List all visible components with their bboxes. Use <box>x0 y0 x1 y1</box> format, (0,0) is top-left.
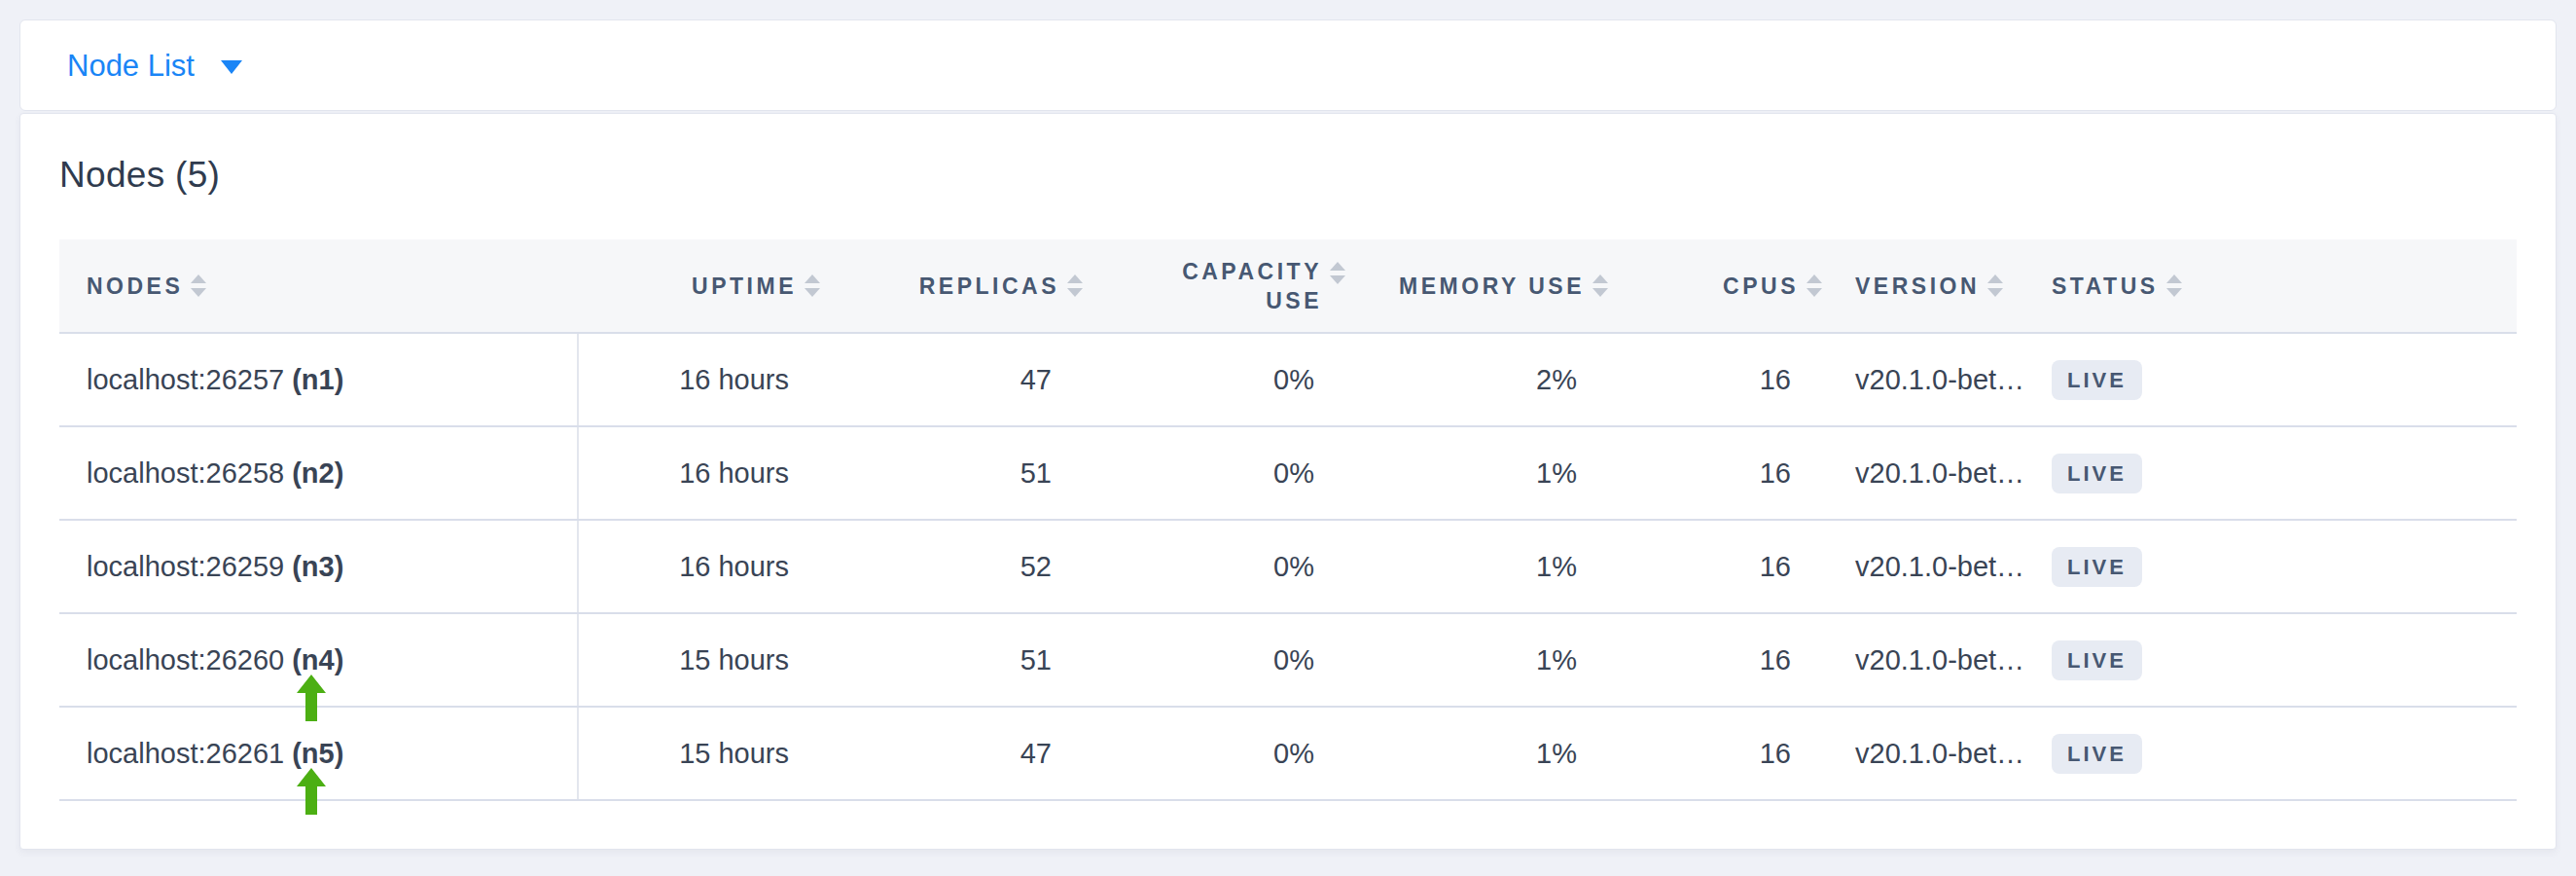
uptime-cell: 16 hours <box>578 333 826 426</box>
sort-icon[interactable] <box>1807 274 1822 297</box>
cpus-cell: 16 <box>1614 333 1828 426</box>
table-row[interactable]: localhost:26257 (n1) 16 hours 47 0% 2% 16… <box>59 333 2517 426</box>
memory-use-cell: 1% <box>1351 613 1614 707</box>
column-header-status[interactable]: STATUS <box>2032 239 2517 333</box>
sort-icon[interactable] <box>805 274 820 297</box>
table-row[interactable]: localhost:26260 (n4) 15 hours 51 0% 1% 16… <box>59 613 2517 707</box>
sort-icon[interactable] <box>1330 262 1345 284</box>
memory-use-cell: 1% <box>1351 707 1614 800</box>
column-header-version[interactable]: VERSION <box>1828 239 2032 333</box>
uptime-cell: 15 hours <box>578 613 826 707</box>
node-address-cell: localhost:26259 (n3) <box>59 520 578 613</box>
version-cell: v20.1.0-bet… <box>1828 426 2032 520</box>
node-address-cell: localhost:26260 (n4) <box>59 613 578 707</box>
column-header-nodes[interactable]: NODES <box>59 239 578 333</box>
green-up-arrow-icon <box>296 768 327 815</box>
table-row[interactable]: localhost:26261 (n5) 15 hours 47 0% 1% 16… <box>59 707 2517 800</box>
nodes-card: Nodes (5) NODES UPTIME REPLICAS CAPACITY… <box>19 113 2557 850</box>
view-dropdown-label: Node List <box>67 51 195 81</box>
capacity-use-cell: 0% <box>1089 707 1351 800</box>
view-dropdown[interactable]: Node List <box>67 51 242 81</box>
view-selector-bar: Node List <box>19 19 2557 111</box>
status-cell: LIVE <box>2032 520 2517 613</box>
uptime-cell: 16 hours <box>578 520 826 613</box>
sort-icon[interactable] <box>1592 274 1608 297</box>
node-name: (n5) <box>292 738 343 769</box>
version-cell: v20.1.0-bet… <box>1828 613 2032 707</box>
status-badge: LIVE <box>2052 640 2142 680</box>
node-name: (n1) <box>292 364 343 395</box>
column-header-replicas[interactable]: REPLICAS <box>826 239 1089 333</box>
status-badge: LIVE <box>2052 360 2142 400</box>
memory-use-cell: 2% <box>1351 333 1614 426</box>
sort-icon[interactable] <box>1067 274 1083 297</box>
status-badge: LIVE <box>2052 734 2142 774</box>
replicas-cell: 47 <box>826 333 1089 426</box>
node-address-cell: localhost:26258(n2) <box>59 426 578 520</box>
table-header-row: NODES UPTIME REPLICAS CAPACITY USE MEMOR… <box>59 239 2517 333</box>
column-header-memory-use[interactable]: MEMORY USE <box>1351 239 1614 333</box>
uptime-cell: 16 hours <box>578 426 826 520</box>
cpus-cell: 16 <box>1614 707 1828 800</box>
node-address-cell: localhost:26257 (n1) <box>59 333 578 426</box>
table-row[interactable]: localhost:26258(n2) 16 hours 51 0% 1% 16… <box>59 426 2517 520</box>
status-cell: LIVE <box>2032 613 2517 707</box>
uptime-cell: 15 hours <box>578 707 826 800</box>
capacity-use-cell: 0% <box>1089 333 1351 426</box>
node-address-cell: localhost:26261 (n5) <box>59 707 578 800</box>
status-cell: LIVE <box>2032 707 2517 800</box>
page-title: Nodes (5) <box>59 114 2517 196</box>
node-address: localhost:26261 <box>87 738 284 769</box>
replicas-cell: 47 <box>826 707 1089 800</box>
status-cell: LIVE <box>2032 426 2517 520</box>
sort-icon[interactable] <box>2166 274 2182 297</box>
version-cell: v20.1.0-bet… <box>1828 707 2032 800</box>
cpus-cell: 16 <box>1614 426 1828 520</box>
status-badge: LIVE <box>2052 454 2142 493</box>
status-cell: LIVE <box>2032 333 2517 426</box>
table-row[interactable]: localhost:26259 (n3) 16 hours 52 0% 1% 16… <box>59 520 2517 613</box>
node-address: localhost:26258 <box>87 457 284 489</box>
chevron-down-icon <box>221 60 242 74</box>
capacity-use-cell: 0% <box>1089 613 1351 707</box>
column-header-cpus[interactable]: CPUS <box>1614 239 1828 333</box>
nodes-table: NODES UPTIME REPLICAS CAPACITY USE MEMOR… <box>59 239 2517 801</box>
version-cell: v20.1.0-bet… <box>1828 520 2032 613</box>
sort-icon[interactable] <box>1987 274 2003 297</box>
sort-icon[interactable] <box>191 274 206 297</box>
memory-use-cell: 1% <box>1351 520 1614 613</box>
cpus-cell: 16 <box>1614 613 1828 707</box>
node-address: localhost:26260 <box>87 644 284 675</box>
replicas-cell: 52 <box>826 520 1089 613</box>
replicas-cell: 51 <box>826 426 1089 520</box>
replicas-cell: 51 <box>826 613 1089 707</box>
node-name: (n4) <box>292 644 343 675</box>
node-address: localhost:26257 <box>87 364 284 395</box>
column-header-uptime[interactable]: UPTIME <box>578 239 826 333</box>
node-name: (n3) <box>292 551 343 582</box>
node-address: localhost:26259 <box>87 551 284 582</box>
cpus-cell: 16 <box>1614 520 1828 613</box>
status-badge: LIVE <box>2052 547 2142 587</box>
column-header-capacity-use[interactable]: CAPACITY USE <box>1089 239 1351 333</box>
capacity-use-cell: 0% <box>1089 426 1351 520</box>
version-cell: v20.1.0-bet… <box>1828 333 2032 426</box>
node-name: (n2) <box>292 457 343 489</box>
capacity-use-cell: 0% <box>1089 520 1351 613</box>
memory-use-cell: 1% <box>1351 426 1614 520</box>
